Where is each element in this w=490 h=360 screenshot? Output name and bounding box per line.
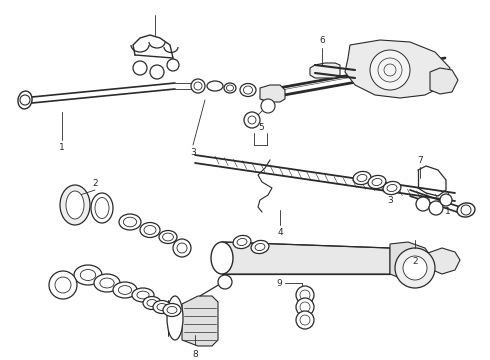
- Ellipse shape: [143, 297, 161, 310]
- Text: 6: 6: [319, 36, 325, 45]
- Ellipse shape: [159, 230, 177, 243]
- Ellipse shape: [119, 214, 141, 230]
- Circle shape: [403, 256, 427, 280]
- Circle shape: [248, 116, 256, 124]
- Ellipse shape: [132, 288, 154, 302]
- Ellipse shape: [74, 265, 102, 285]
- Circle shape: [167, 59, 179, 71]
- Ellipse shape: [153, 301, 171, 314]
- Circle shape: [429, 201, 443, 215]
- Ellipse shape: [191, 79, 205, 93]
- Ellipse shape: [167, 296, 183, 340]
- Ellipse shape: [140, 222, 160, 238]
- Circle shape: [173, 239, 191, 257]
- Circle shape: [395, 248, 435, 288]
- Text: 1: 1: [59, 143, 65, 152]
- Text: 8: 8: [192, 350, 198, 359]
- Text: 3: 3: [387, 196, 393, 205]
- Polygon shape: [390, 242, 432, 278]
- Text: 9: 9: [276, 279, 282, 288]
- Circle shape: [244, 112, 260, 128]
- Circle shape: [49, 271, 77, 299]
- Ellipse shape: [207, 81, 223, 91]
- Ellipse shape: [233, 235, 251, 249]
- Ellipse shape: [163, 303, 181, 316]
- Circle shape: [296, 298, 314, 316]
- Circle shape: [440, 194, 452, 206]
- Polygon shape: [182, 296, 218, 346]
- Ellipse shape: [95, 198, 109, 219]
- Polygon shape: [428, 248, 460, 274]
- Ellipse shape: [218, 275, 232, 289]
- Circle shape: [416, 197, 430, 211]
- Circle shape: [20, 95, 30, 105]
- Ellipse shape: [240, 84, 256, 96]
- Circle shape: [296, 311, 314, 329]
- Polygon shape: [260, 85, 285, 102]
- Circle shape: [296, 286, 314, 304]
- Polygon shape: [345, 40, 450, 98]
- Ellipse shape: [251, 240, 269, 253]
- Text: 4: 4: [277, 228, 283, 237]
- Ellipse shape: [94, 274, 120, 292]
- Text: 1: 1: [445, 207, 451, 216]
- Ellipse shape: [66, 191, 84, 219]
- Ellipse shape: [224, 83, 236, 93]
- Circle shape: [261, 99, 275, 113]
- Ellipse shape: [211, 242, 233, 274]
- Ellipse shape: [60, 185, 90, 225]
- Text: 7: 7: [417, 156, 423, 165]
- Ellipse shape: [353, 171, 371, 185]
- Circle shape: [133, 61, 147, 75]
- Circle shape: [461, 205, 471, 215]
- Ellipse shape: [226, 85, 234, 91]
- Circle shape: [370, 50, 410, 90]
- Text: 2: 2: [412, 257, 418, 266]
- Ellipse shape: [244, 86, 252, 94]
- Circle shape: [150, 65, 164, 79]
- Text: 2: 2: [92, 179, 98, 188]
- Text: 3: 3: [190, 148, 196, 157]
- Polygon shape: [430, 68, 458, 94]
- Ellipse shape: [194, 82, 202, 90]
- Ellipse shape: [457, 203, 475, 217]
- Polygon shape: [222, 242, 390, 274]
- Polygon shape: [310, 63, 340, 78]
- Ellipse shape: [91, 193, 113, 223]
- Ellipse shape: [18, 91, 32, 109]
- Ellipse shape: [368, 175, 386, 189]
- Text: 5: 5: [258, 123, 264, 132]
- Ellipse shape: [113, 282, 137, 298]
- Ellipse shape: [383, 181, 401, 195]
